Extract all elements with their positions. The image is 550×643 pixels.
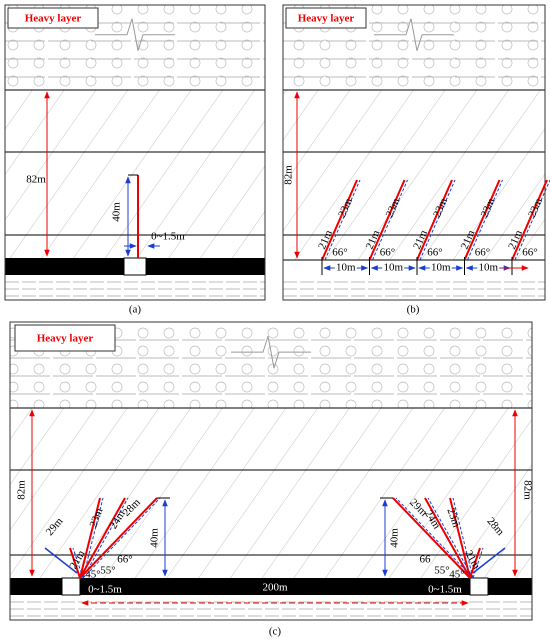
roadway <box>61 577 81 596</box>
heavy-layer-label: Heavy layer <box>298 13 355 25</box>
label: (c) <box>269 626 282 638</box>
borehole-guide <box>427 497 474 579</box>
label: 82m <box>283 165 295 185</box>
roadway <box>123 257 147 276</box>
borehole-guide <box>82 497 104 579</box>
borehole <box>511 179 548 261</box>
borehole-guide <box>395 497 474 579</box>
borehole <box>368 179 406 261</box>
borehole-guide <box>514 179 550 261</box>
heavy-layer-box <box>7 7 99 29</box>
label: 0~1.5m <box>428 584 462 596</box>
borehole-guide <box>82 497 161 579</box>
borehole <box>79 497 158 579</box>
borehole-guide <box>472 547 506 574</box>
label: 55° <box>100 565 115 577</box>
borehole-guide <box>467 179 503 261</box>
borehole <box>79 497 101 579</box>
label: (a) <box>129 304 142 316</box>
label: 40m <box>149 528 161 548</box>
borehole <box>469 547 481 579</box>
rock-strata <box>283 90 545 260</box>
borehole-guide <box>472 547 484 579</box>
heavy-layer-label: Heavy layer <box>37 333 94 345</box>
roadway <box>469 577 489 596</box>
borehole-guide <box>372 179 408 261</box>
label: (b) <box>407 304 420 316</box>
label: 66° <box>117 554 132 566</box>
borehole-guide <box>419 179 456 261</box>
label: 82m <box>26 174 46 186</box>
panel-border <box>4 4 266 301</box>
heavy-layer-label: Heavy layer <box>25 13 82 25</box>
label: 200m <box>262 582 288 594</box>
label: 10m <box>478 262 498 274</box>
spacing-bg <box>477 262 500 274</box>
label: 0~1.5m <box>151 231 185 243</box>
label: 45° <box>85 569 100 581</box>
label: 0~1.5m <box>88 584 122 596</box>
borehole-guide <box>324 179 361 261</box>
spacing-bg <box>429 262 452 274</box>
borehole-guide <box>72 547 84 579</box>
label: 55° <box>434 565 449 577</box>
label: 40m <box>389 528 401 548</box>
borehole <box>321 179 358 261</box>
borehole-guide <box>44 547 78 574</box>
heavy-layer-box <box>14 324 116 352</box>
break-symbol <box>95 18 175 51</box>
panel-border <box>9 321 533 621</box>
borehole <box>69 547 81 579</box>
label: 66° <box>475 247 490 259</box>
label: 82m <box>16 480 28 500</box>
borehole-guide <box>452 497 474 579</box>
label: 66° <box>380 247 395 259</box>
label: 10m <box>383 262 403 274</box>
borehole <box>416 179 453 261</box>
label: 66° <box>522 247 537 259</box>
rock-strata <box>10 408 532 578</box>
borehole-guide <box>82 497 129 579</box>
label: 66° <box>427 247 442 259</box>
label: 66 <box>420 554 432 566</box>
coal-seam <box>10 578 532 595</box>
heavy-layer-box <box>285 7 367 29</box>
panel-border <box>282 4 546 301</box>
spacing-bg <box>382 262 405 274</box>
borehole <box>463 179 501 261</box>
borehole <box>449 497 471 579</box>
break-symbol <box>231 335 311 369</box>
borehole <box>424 497 471 579</box>
borehole <box>392 497 471 579</box>
label: 40m <box>111 202 123 222</box>
label: 10m <box>431 262 451 274</box>
label: 45° <box>449 569 464 581</box>
label: 10m <box>336 262 356 274</box>
break-symbol <box>374 18 454 51</box>
label: 66° <box>332 247 347 259</box>
label: 82m <box>521 480 533 500</box>
spacing-bg <box>334 262 357 274</box>
borehole <box>79 497 126 579</box>
